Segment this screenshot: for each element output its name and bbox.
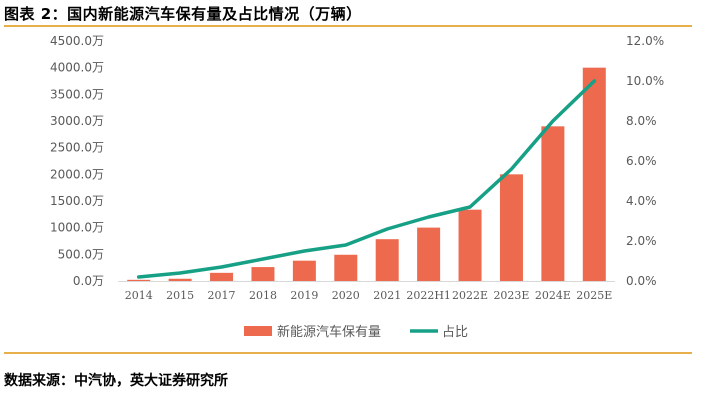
x-tick-label: 2024E xyxy=(535,289,571,302)
bar xyxy=(499,174,523,281)
y-left-tick-label: 1500.0万 xyxy=(50,194,104,208)
bar xyxy=(541,126,565,281)
bar xyxy=(458,209,482,281)
x-tick-label: 2018 xyxy=(249,289,277,302)
y-right-tick-label: 6.0% xyxy=(626,154,657,168)
legend: 新能源汽车保有量 占比 xyxy=(244,324,468,340)
legend-label-bar: 新能源汽车保有量 xyxy=(277,324,381,340)
y-left-tick-label: 4000.0万 xyxy=(50,61,104,75)
y-left-tick-label: 0.0万 xyxy=(73,274,104,288)
figure-title: 图表 2：国内新能源汽车保有量及占比情况（万辆） xyxy=(4,5,362,23)
x-tick-label: 2022H1 xyxy=(406,289,451,302)
y-left-tick-label: 500.0万 xyxy=(58,247,104,261)
x-tick-label: 2021 xyxy=(373,289,401,302)
y-axis-left: 0.0万 500.0万 1000.0万 1500.0万 2000.0万 2500.0万 30… xyxy=(50,34,104,288)
source-note: 数据来源：中汽协，英大证券研究所 xyxy=(4,373,228,389)
y-left-tick-label: 3500.0万 xyxy=(50,87,104,101)
y-axis-right: 0.0% 2.0% 4.0% 6.0% 8.0% 10.0% 12.0% xyxy=(626,34,664,288)
bar xyxy=(334,254,358,281)
y-right-tick-label: 4.0% xyxy=(626,194,657,208)
y-left-tick-label: 1000.0万 xyxy=(50,221,104,235)
share-line xyxy=(136,79,597,279)
bar xyxy=(251,267,275,281)
legend-label-line: 占比 xyxy=(442,325,468,340)
y-left-tick-label: 3000.0万 xyxy=(50,114,104,128)
chart: 0.0万 500.0万 1000.0万 1500.0万 2000.0万 2500.0万 30… xyxy=(50,34,664,340)
bar xyxy=(292,260,316,281)
bottom-rule xyxy=(4,352,692,354)
x-tick-label: 2023E xyxy=(493,289,529,302)
bar xyxy=(375,239,399,281)
y-right-tick-label: 0.0% xyxy=(626,274,657,288)
y-right-tick-label: 8.0% xyxy=(626,114,657,128)
y-left-tick-label: 4500.0万 xyxy=(50,34,104,48)
bar xyxy=(210,272,234,281)
x-tick-label: 2014 xyxy=(125,289,153,302)
bar xyxy=(127,279,151,281)
x-tick-label: 2019 xyxy=(290,289,318,302)
y-left-tick-label: 2500.0万 xyxy=(50,141,104,155)
x-tick-label: 2015 xyxy=(166,289,194,302)
x-tick-label: 2025E xyxy=(576,289,612,302)
line-series xyxy=(136,79,597,279)
x-tick-label: 2022E xyxy=(452,289,488,302)
top-rule xyxy=(4,25,692,27)
x-axis: 2014 2015 2017 2018 2019 2020 2021 2022H1 2022E 2… xyxy=(125,289,613,302)
y-left-tick-label: 2000.0万 xyxy=(50,167,104,181)
legend-swatch-bar xyxy=(244,326,272,336)
y-right-tick-label: 2.0% xyxy=(626,234,657,248)
y-right-tick-label: 10.0% xyxy=(626,74,664,88)
x-tick-label: 2017 xyxy=(208,289,236,302)
bar xyxy=(168,278,192,281)
y-right-tick-label: 12.0% xyxy=(626,34,664,48)
bar xyxy=(582,67,606,281)
x-tick-label: 2020 xyxy=(332,289,360,302)
bar-series xyxy=(127,67,606,281)
bar xyxy=(417,227,441,281)
